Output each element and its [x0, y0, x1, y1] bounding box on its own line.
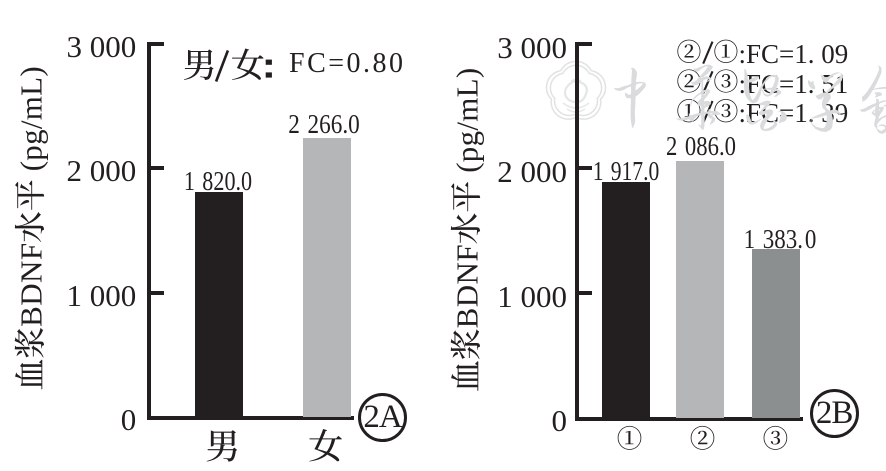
svg-text:(pg/mL): (pg/mL) — [450, 68, 485, 181]
svg-text:(pg/mL): (pg/mL) — [14, 66, 49, 179]
svg-text:BDNF: BDNF — [450, 244, 485, 328]
svg-text:BDNF: BDNF — [14, 243, 49, 327]
